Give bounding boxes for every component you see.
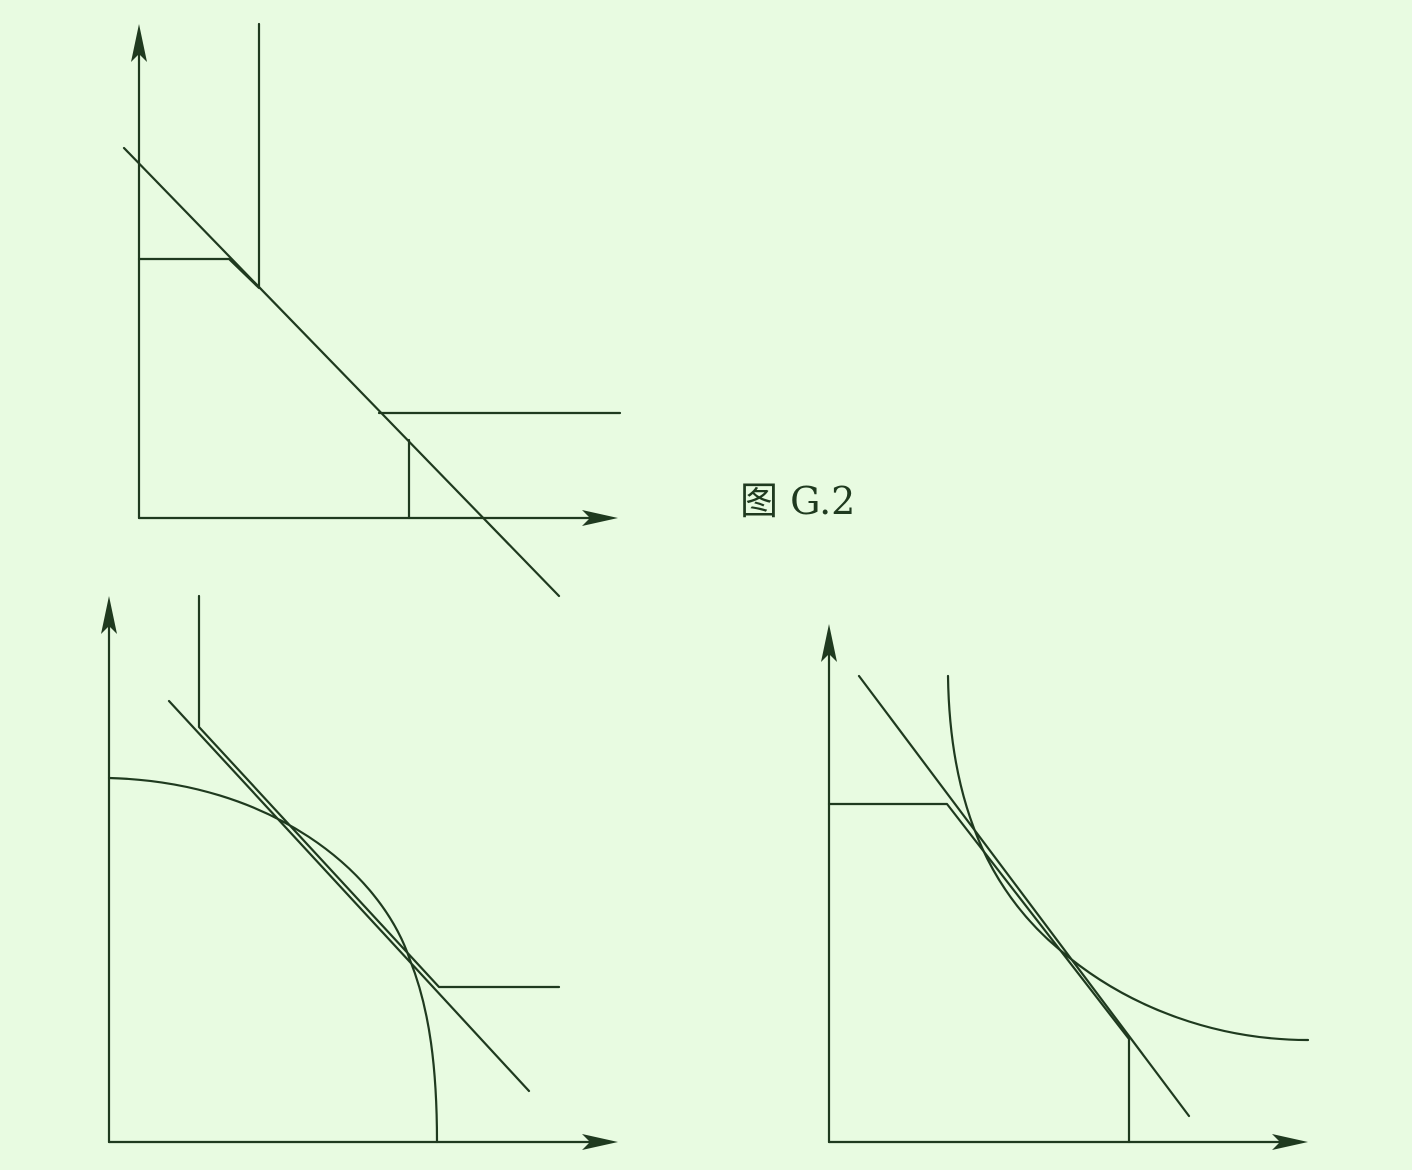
y-axis-arrow (821, 624, 837, 662)
x-axis-arrow (582, 510, 618, 526)
budget-line (122, 146, 561, 598)
kinked-isoquant (827, 802, 1131, 1144)
panel-bottom-right (821, 624, 1310, 1150)
kinked-isoquant (197, 594, 561, 989)
concave-frontier-curve (107, 776, 439, 1144)
x-axis-arrow (1272, 1134, 1308, 1150)
budget-line (167, 699, 531, 1093)
convex-indifference-curve (946, 674, 1310, 1042)
figure-caption: 图 G.2 (740, 479, 856, 523)
y-axis-arrow (131, 24, 147, 62)
upper-l-shaped-isoquant (137, 22, 261, 290)
panel-top-left (122, 22, 622, 598)
y-axis-arrow (101, 596, 117, 634)
panel-bottom-left (101, 594, 618, 1150)
budget-line (857, 674, 1191, 1118)
x-axis-arrow (582, 1134, 618, 1150)
